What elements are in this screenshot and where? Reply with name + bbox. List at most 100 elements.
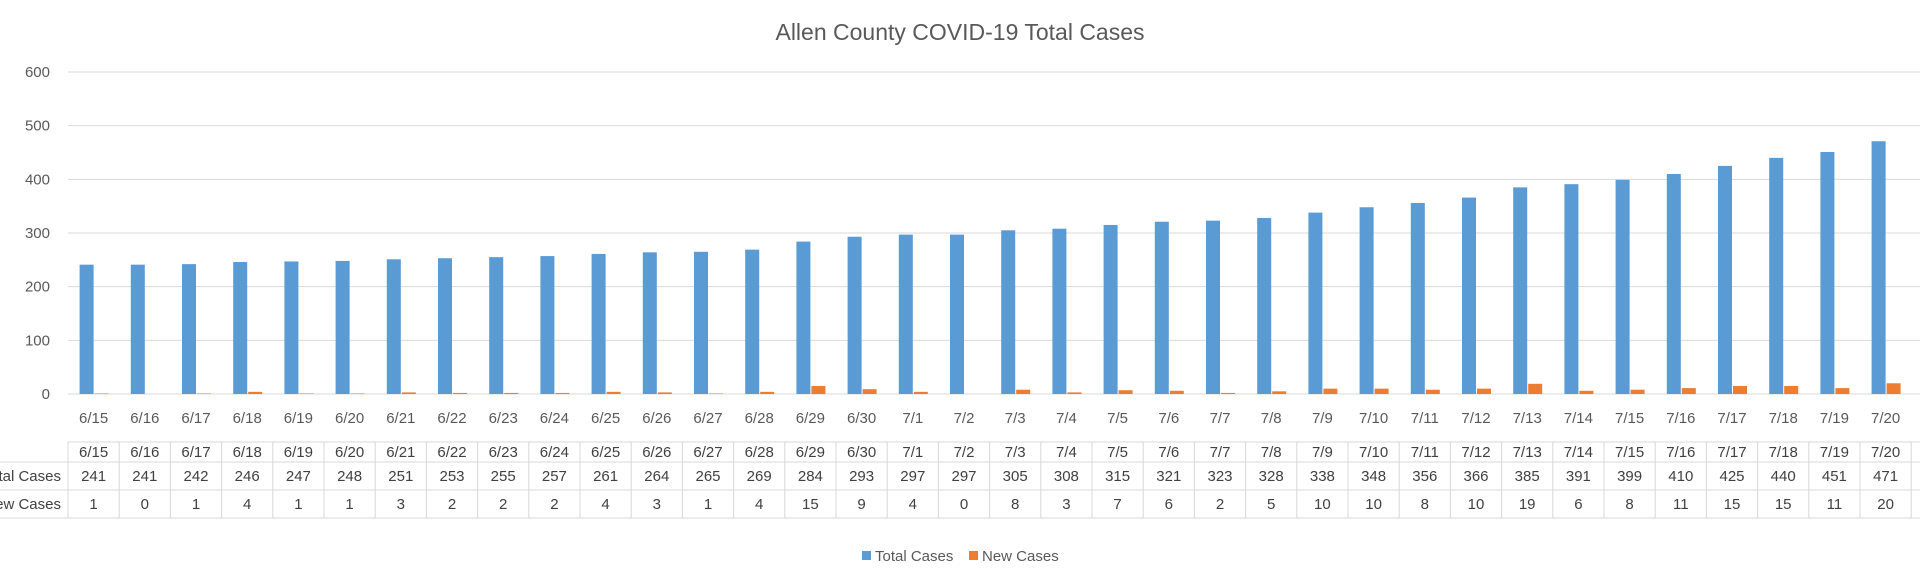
bar-new-cases: [1272, 391, 1287, 394]
bar-new-cases: [1784, 385, 1799, 394]
table-cell-total-cases: 255: [491, 468, 516, 485]
table-cell-total-cases: 391: [1566, 468, 1591, 485]
table-cell-new-cases: 11: [1673, 496, 1689, 513]
x-tick-label: 7/13: [1513, 410, 1542, 427]
x-tick-label: 7/12: [1461, 410, 1490, 427]
bar-new-cases: [453, 392, 467, 394]
table-cell-new-cases: 10: [1314, 496, 1331, 513]
table-header-cell: 7/5: [1107, 444, 1128, 461]
table-cell-new-cases: 3: [1062, 496, 1070, 513]
table-cell-total-cases: 261: [593, 468, 618, 485]
table-cell-total-cases: 305: [1003, 468, 1028, 485]
x-tick-label: 7/1: [902, 410, 923, 427]
table-cell-new-cases: 2: [1216, 496, 1224, 513]
table-cell-new-cases: 8: [1421, 496, 1429, 513]
table-cell-total-cases: 315: [1105, 468, 1130, 485]
bar-total-cases: [898, 234, 913, 394]
table-cell-total-cases: 425: [1719, 468, 1744, 485]
x-tick-label: 6/21: [386, 410, 415, 427]
bar-new-cases: [197, 393, 211, 394]
bar-total-cases: [386, 259, 401, 394]
table-cell-new-cases: 2: [448, 496, 456, 513]
table-cell-total-cases: 241: [132, 468, 157, 485]
bar-new-cases: [1477, 388, 1491, 394]
table-cell-new-cases: 1: [192, 496, 200, 513]
table-cell-new-cases: 11: [1827, 496, 1843, 513]
x-tick-label: 7/10: [1359, 410, 1388, 427]
bar-total-cases: [591, 253, 606, 394]
table-cell-total-cases: 241: [81, 468, 106, 485]
bar-total-cases: [847, 236, 862, 394]
table-cell-total-cases: 246: [235, 468, 260, 485]
bar-total-cases: [1718, 165, 1732, 394]
bar-total-cases: [79, 264, 94, 394]
table-cell-new-cases: 0: [960, 496, 968, 513]
bar-new-cases: [401, 392, 416, 394]
bar-new-cases: [504, 392, 519, 394]
x-tick-label: 7/5: [1107, 410, 1128, 427]
bar-new-cases: [913, 391, 928, 394]
table-cell-new-cases: 6: [1574, 496, 1582, 513]
x-axis: 6/15 6/16 6/17 6/18 6/19 6/20 6/21 6/22 6/23 6/24…: [79, 410, 1900, 427]
table-header-cell: 6/20: [335, 444, 364, 461]
table-cell-total-cases: 328: [1259, 468, 1284, 485]
x-tick-label: 6/20: [335, 410, 364, 427]
x-tick-label: 7/19: [1820, 410, 1849, 427]
bar-total-cases: [540, 256, 555, 394]
x-tick-label: 6/29: [796, 410, 825, 427]
table-cell-new-cases: 7: [1113, 496, 1121, 513]
legend: Total Cases New Cases: [862, 548, 1059, 565]
table-cell-total-cases: 338: [1310, 468, 1335, 485]
bar-total-cases: [1513, 187, 1528, 394]
bar-total-cases: [950, 234, 964, 394]
x-tick-label: 6/25: [591, 410, 620, 427]
bar-new-cases: [1835, 388, 1850, 394]
bar-total-cases: [1871, 141, 1886, 394]
table-cell-new-cases: 15: [1775, 496, 1792, 513]
x-tick-label: 7/17: [1717, 410, 1746, 427]
table-header-cell: 6/24: [540, 444, 569, 461]
bar-new-cases: [1579, 390, 1594, 394]
table-cell-new-cases: 1: [294, 496, 302, 513]
table-cell-total-cases: 253: [439, 468, 464, 485]
bar-total-cases: [130, 264, 145, 394]
x-tick-label: 7/2: [954, 410, 975, 427]
bar-total-cases: [1410, 202, 1425, 394]
bar-total-cases: [1257, 217, 1272, 394]
x-tick-label: 6/18: [233, 410, 262, 427]
table-header-cell: 6/25: [591, 444, 620, 461]
bar-total-cases: [1052, 228, 1067, 394]
table-cell-total-cases: 242: [183, 468, 208, 485]
table-cell-new-cases: 19: [1519, 496, 1536, 513]
table-cell-new-cases: 5: [1267, 496, 1275, 513]
bar-total-cases: [438, 258, 452, 394]
bar-new-cases: [709, 393, 723, 394]
bar-total-cases: [1308, 212, 1323, 394]
table-header-cell: 7/4: [1056, 444, 1077, 461]
bar-total-cases: [1462, 197, 1476, 394]
x-tick-label: 7/16: [1666, 410, 1695, 427]
bar-total-cases: [335, 260, 350, 394]
x-tick-label: 6/23: [489, 410, 518, 427]
table-header-cell: 7/10: [1359, 444, 1388, 461]
table-header-cell: 7/6: [1158, 444, 1179, 461]
bar-new-cases: [1733, 385, 1747, 394]
bar-total-cases: [233, 261, 248, 394]
table-header-cell: 7/15: [1615, 444, 1644, 461]
x-tick-label: 6/22: [437, 410, 466, 427]
table-cell-total-cases: 399: [1617, 468, 1642, 485]
legend-label: Total Cases: [875, 548, 953, 565]
table-cell-new-cases: 2: [550, 496, 558, 513]
gridlines: [68, 71, 1920, 395]
y-tick-label: 300: [25, 225, 50, 242]
x-tick-label: 6/24: [540, 410, 569, 427]
bar-new-cases: [555, 392, 570, 394]
bar-new-cases: [811, 385, 826, 394]
x-tick-label: 7/18: [1769, 410, 1798, 427]
x-tick-label: 7/11: [1411, 410, 1439, 427]
bar-total-cases: [1564, 184, 1579, 394]
bar-total-cases: [1769, 157, 1784, 394]
table-cell-new-cases: 2: [499, 496, 507, 513]
